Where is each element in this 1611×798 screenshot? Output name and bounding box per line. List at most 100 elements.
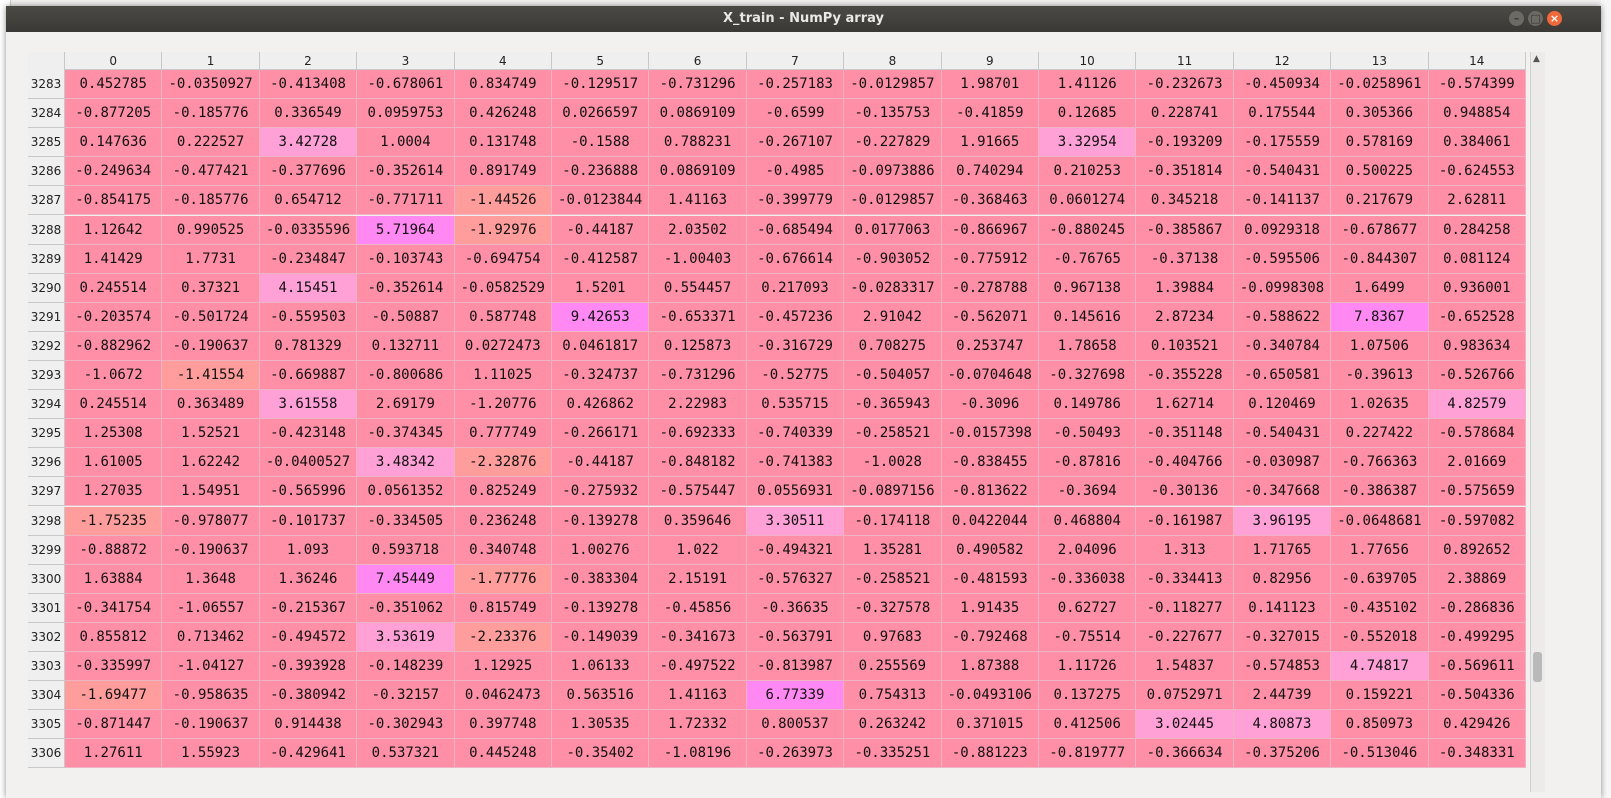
maximize-icon[interactable]: □ [1528,11,1543,26]
table-cell[interactable]: 0.834749 [454,70,552,99]
table-cell[interactable]: 1.02635 [1331,390,1429,420]
row-header[interactable]: 3285 [28,128,65,158]
column-header[interactable]: 7 [746,52,845,70]
table-cell[interactable]: 7.8367 [1331,302,1429,332]
table-cell[interactable]: -0.413408 [259,70,358,99]
row-header[interactable]: 3286 [28,157,65,187]
table-cell[interactable]: -0.813987 [746,652,845,681]
table-cell[interactable]: -0.185776 [162,99,260,129]
row-header[interactable]: 3299 [28,535,65,565]
table-cell[interactable]: 0.490582 [941,535,1039,565]
table-cell[interactable]: 0.0266597 [552,99,650,129]
table-cell[interactable]: 0.0959753 [357,99,455,129]
table-cell[interactable]: -0.41859 [941,99,1039,129]
table-cell[interactable]: -0.569611 [1428,652,1526,681]
table-cell[interactable]: -0.0704648 [941,361,1039,390]
table-cell[interactable]: 4.15451 [259,273,358,303]
column-header[interactable]: 6 [649,52,747,70]
column-header[interactable]: 13 [1331,52,1429,70]
table-cell[interactable]: -0.565996 [259,477,358,507]
row-header[interactable]: 3283 [28,70,65,99]
table-cell[interactable]: -0.234847 [259,244,358,274]
table-cell[interactable]: -1.00403 [649,244,747,274]
table-cell[interactable]: 0.384061 [1428,128,1526,158]
table-cell[interactable]: -0.882962 [65,331,163,361]
row-header[interactable]: 3295 [28,419,65,449]
table-cell[interactable]: 0.37321 [162,273,260,303]
table-cell[interactable]: 0.131748 [454,128,552,158]
row-header[interactable]: 3294 [28,390,65,420]
table-cell[interactable]: 0.263242 [844,710,942,740]
table-cell[interactable]: 2.04096 [1039,535,1137,565]
table-cell[interactable]: -0.227829 [844,128,942,158]
column-header[interactable]: 14 [1428,52,1526,70]
table-cell[interactable]: 1.27035 [65,477,163,507]
table-cell[interactable]: -0.257183 [746,70,845,99]
table-cell[interactable]: -0.504336 [1428,681,1526,711]
table-cell[interactable]: -0.266171 [552,419,650,449]
table-cell[interactable]: -2.23376 [454,622,552,652]
table-cell[interactable]: 0.125873 [649,331,747,361]
table-cell[interactable]: 1.41163 [649,186,747,216]
table-cell[interactable]: -0.347668 [1233,477,1332,507]
table-cell[interactable]: -0.161987 [1136,506,1234,536]
table-cell[interactable]: 0.336549 [259,99,358,129]
table-cell[interactable]: -0.39613 [1331,361,1429,390]
table-cell[interactable]: -0.185776 [162,186,260,216]
table-cell[interactable]: -0.365943 [844,390,942,420]
table-cell[interactable]: -0.383304 [552,564,650,594]
table-cell[interactable]: -0.0897156 [844,477,942,507]
table-cell[interactable]: -0.348331 [1428,739,1526,769]
table-cell[interactable]: -0.652528 [1428,302,1526,332]
table-cell[interactable]: 0.397748 [454,710,552,740]
table-cell[interactable]: 4.74817 [1331,652,1429,681]
table-cell[interactable]: -0.44187 [552,448,650,478]
table-cell[interactable]: 0.426862 [552,390,650,420]
table-cell[interactable]: 1.093 [259,535,358,565]
table-cell[interactable]: -0.76765 [1039,244,1137,274]
table-cell[interactable]: 2.15191 [649,564,747,594]
table-cell[interactable]: -0.819777 [1039,739,1137,769]
table-cell[interactable]: -0.838455 [941,448,1039,478]
table-cell[interactable]: 0.363489 [162,390,260,420]
table-cell[interactable]: -0.334505 [357,506,455,536]
table-cell[interactable]: -0.75514 [1039,622,1137,652]
table-cell[interactable]: -0.766363 [1331,448,1429,478]
row-header[interactable]: 3302 [28,622,65,652]
row-header[interactable]: 3301 [28,593,65,623]
table-cell[interactable]: 0.429426 [1428,710,1526,740]
table-cell[interactable]: 0.892652 [1428,535,1526,565]
table-cell[interactable]: -0.540431 [1233,419,1332,449]
table-cell[interactable]: -0.731296 [649,361,747,390]
table-cell[interactable]: -0.574399 [1428,70,1526,99]
row-header[interactable]: 3290 [28,273,65,303]
table-cell[interactable]: -0.190637 [162,710,260,740]
table-cell[interactable]: -0.597082 [1428,506,1526,536]
table-cell[interactable]: 0.345218 [1136,186,1234,216]
table-cell[interactable]: -0.35402 [552,739,650,769]
table-cell[interactable]: -2.32876 [454,448,552,478]
table-cell[interactable]: 3.32954 [1039,128,1137,158]
column-header[interactable]: 2 [259,52,358,70]
table-cell[interactable]: 0.359646 [649,506,747,536]
table-cell[interactable]: -1.06557 [162,593,260,623]
table-cell[interactable]: -0.341673 [649,622,747,652]
table-cell[interactable]: -0.504057 [844,361,942,390]
table-cell[interactable]: 0.159221 [1331,681,1429,711]
table-cell[interactable]: -0.792468 [941,622,1039,652]
table-cell[interactable]: -0.540431 [1233,157,1332,187]
table-cell[interactable]: -1.04127 [162,652,260,681]
table-cell[interactable]: -0.355228 [1136,361,1234,390]
table-cell[interactable]: -0.215367 [259,593,358,623]
table-cell[interactable]: 0.255569 [844,652,942,681]
table-cell[interactable]: 1.313 [1136,535,1234,565]
table-cell[interactable]: -0.844307 [1331,244,1429,274]
table-cell[interactable]: 0.983634 [1428,331,1526,361]
table-cell[interactable]: -0.377696 [259,157,358,187]
table-cell[interactable]: -0.731296 [649,70,747,99]
table-cell[interactable]: 0.0869109 [649,99,747,129]
table-cell[interactable]: 2.03502 [649,215,747,245]
table-cell[interactable]: -0.576327 [746,564,845,594]
row-header[interactable]: 3289 [28,244,65,274]
table-cell[interactable]: -0.978077 [162,506,260,536]
